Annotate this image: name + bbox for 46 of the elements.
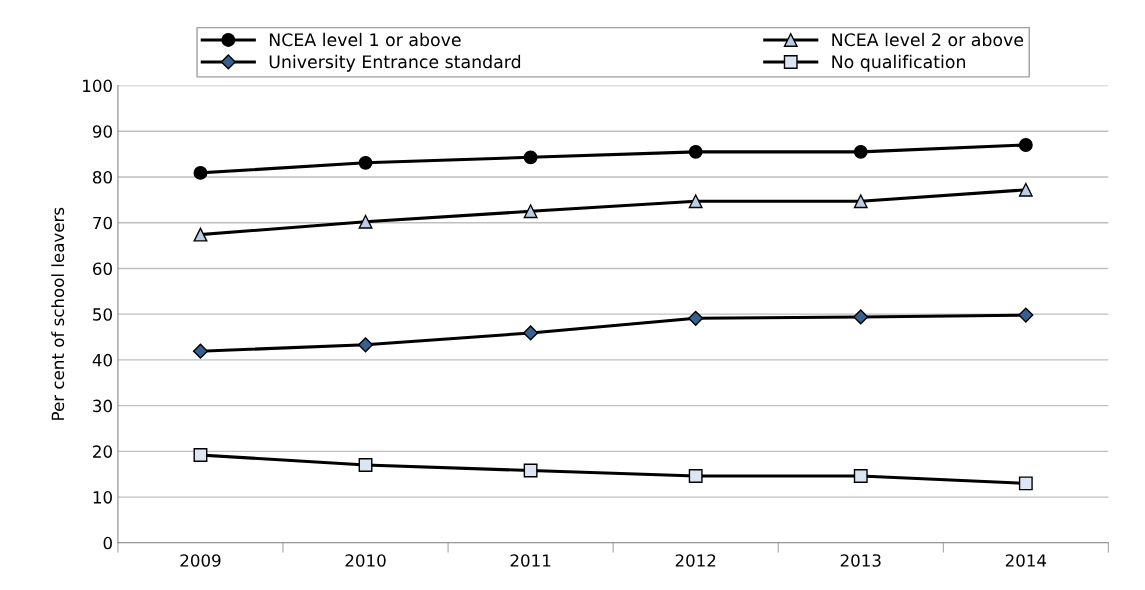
y-axis-title: Per cent of school leavers	[51, 207, 65, 420]
point	[523, 463, 538, 478]
legend-label: NCEA level 2 or above	[832, 32, 1024, 47]
point	[853, 469, 868, 483]
y-tick-label: 10	[93, 491, 112, 504]
legend-label: University Entrance standard	[269, 54, 521, 72]
point	[358, 458, 373, 473]
x-tick-label: 2014	[1005, 554, 1047, 567]
y-tick-label: 80	[93, 170, 112, 184]
legend-label: No qualification	[832, 54, 966, 72]
y-tick-label: 30	[93, 399, 112, 413]
point	[853, 309, 869, 325]
point	[523, 150, 538, 165]
point	[853, 144, 868, 159]
y-tick-label: 70	[93, 216, 112, 230]
point	[688, 194, 703, 209]
x-tick-label: 2010	[345, 554, 386, 567]
x-tick-label: 2013	[840, 554, 881, 567]
y-tick-label: 60	[93, 262, 112, 276]
point	[358, 155, 373, 170]
x-tick-label: 2012	[675, 554, 716, 567]
y-tick-label: 90	[92, 125, 112, 138]
point	[1018, 307, 1034, 323]
y-tick-label: 100	[83, 79, 112, 93]
y-tick-label: 50	[93, 308, 112, 321]
point	[193, 448, 208, 462]
point	[193, 165, 208, 180]
point	[358, 214, 373, 229]
point	[357, 337, 374, 353]
point	[688, 469, 703, 483]
x-tick-label: 2011	[510, 554, 551, 567]
y-tick-label: 40	[92, 353, 112, 367]
y-tick-label: 0	[103, 536, 112, 550]
point	[688, 310, 704, 326]
y-tick-label: 20	[93, 445, 112, 458]
point	[193, 227, 208, 242]
legend-label: NCEA level 1 or above	[269, 32, 461, 47]
point	[1018, 138, 1033, 152]
point	[853, 194, 868, 209]
point	[523, 325, 539, 341]
point	[1018, 476, 1033, 491]
point	[523, 204, 538, 219]
point	[192, 343, 209, 359]
point	[1018, 182, 1033, 197]
point	[688, 144, 703, 159]
x-tick-label: 2009	[180, 554, 221, 567]
